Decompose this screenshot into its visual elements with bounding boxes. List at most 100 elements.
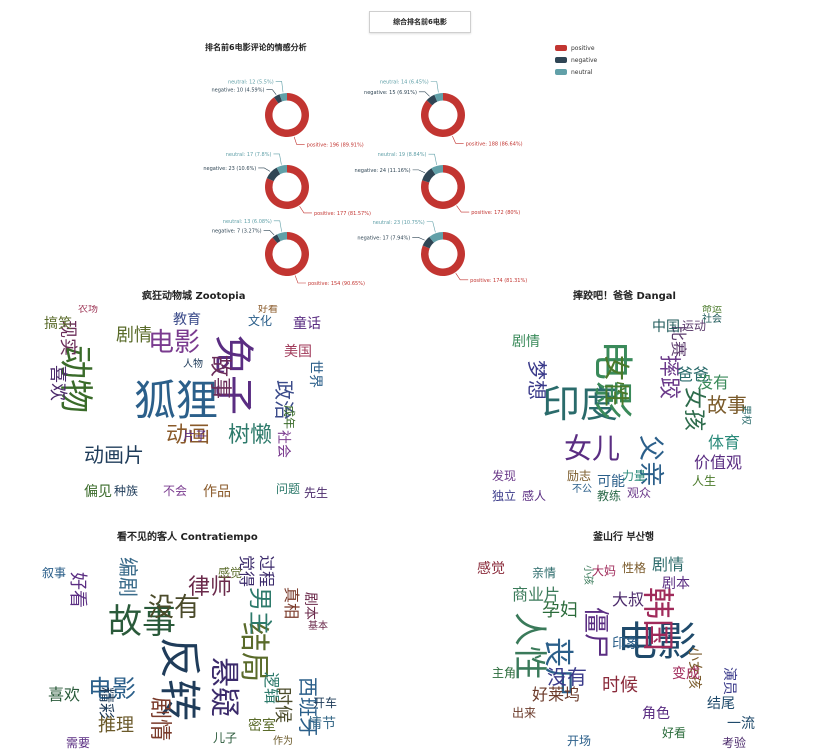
wordcloud-word: 偏见	[84, 484, 112, 500]
wordcloud-word: 搞笑	[44, 316, 72, 332]
wordcloud-word: 人物	[183, 359, 203, 370]
wordcloud-word: 主角	[492, 666, 517, 680]
wordcloud-word: 美国	[284, 344, 312, 360]
donut-4-slice-positive[interactable]	[264, 232, 309, 277]
wordcloud-word: 时候	[272, 687, 293, 723]
legend-label-negative: negative	[571, 56, 598, 64]
donut-3-label-negative: negative: 24 (11.16%)	[355, 168, 411, 174]
donut-3-slice-negative[interactable]	[422, 168, 436, 183]
wordcloud-word: 没有	[697, 373, 730, 392]
wordcloud-word: 不公	[572, 484, 592, 495]
legend-item-neutral[interactable]: neutral	[555, 66, 597, 78]
wordcloud-word: 电影	[148, 328, 201, 358]
wordcloud-word: 发现	[492, 469, 517, 483]
wordcloud-word: 一流	[727, 716, 755, 732]
legend-swatch-positive	[555, 45, 567, 51]
wordcloud-word: 真相	[282, 587, 301, 620]
donut-0-slice-negative[interactable]	[273, 94, 283, 104]
wordcloud-word: 树懒	[228, 423, 273, 448]
wordcloud-word: 需要	[66, 736, 91, 750]
donut-1-label-negative: negative: 15 (6.91%)	[364, 90, 417, 96]
wordcloud-word: 韩国	[639, 587, 677, 652]
donut-1-label-positive: positive: 188 (86.64%)	[466, 141, 523, 147]
sentiment-donut-chart: positive: 196 (89.91%) negative: 10 (4.59…	[203, 79, 527, 287]
wordcloud-word: 叙事	[42, 566, 67, 580]
sentiment-chart-title: 排名前6电影评论的情感分析	[205, 43, 307, 52]
wordcloud-word: 好看	[258, 305, 278, 315]
wordcloud-word: 男主	[246, 587, 274, 635]
wordcloud-word: 演员	[721, 667, 737, 695]
wordcloud-word: 问题	[276, 482, 301, 496]
wordcloud-word: 性格	[622, 561, 647, 575]
donut-1-leader-neutral	[430, 81, 439, 93]
donut-4-slice-negative[interactable]	[272, 234, 281, 244]
donut-2-leader-neutral	[273, 153, 282, 165]
donut-2-slice-neutral[interactable]	[276, 165, 287, 175]
wordcloud-word: 商业片	[512, 585, 561, 604]
donut-2-label-positive: positive: 177 (81.57%)	[314, 211, 371, 217]
wordcloud-word: 喜欢	[48, 685, 81, 704]
wordcloud-word: 角色	[642, 706, 670, 722]
legend-swatch-negative	[555, 57, 567, 63]
donut-3-leader-negative	[412, 169, 426, 174]
wordcloud-word: 精彩	[97, 687, 116, 720]
donut-0-slice-positive[interactable]	[265, 93, 309, 138]
wordcloud-word: 剧本	[302, 592, 318, 620]
wordcloud-word: 喜欢	[47, 365, 68, 401]
donut-2-label-neutral: neutral: 17 (7.8%)	[226, 152, 272, 158]
wordcloud-word: 小孩	[582, 565, 593, 585]
wordcloud-word: 片子	[183, 429, 208, 443]
wordcloud-word: 故事	[207, 355, 232, 400]
donut-3-leader-positive	[456, 205, 470, 213]
donut-5-label-negative: negative: 17 (7.94%)	[357, 235, 410, 241]
legend-label-neutral: neutral	[571, 68, 593, 76]
legend-item-negative[interactable]: negative	[555, 54, 597, 66]
donut-5-label-neutral: neutral: 23 (10.75%)	[373, 220, 425, 226]
donut-1-slice-negative[interactable]	[426, 94, 438, 106]
legend-item-positive[interactable]: positive	[555, 42, 597, 54]
wordcloud-busan: 丧尸 电影 人性 韩国 僵尸 孕妇 好莱坞 没有 时候 剧情 小女孩 大叔 印象 结尾 商业片 大妈 角色 好看出…	[472, 547, 787, 750]
wordcloud-word: 女孩	[681, 387, 706, 432]
donut-2-slice-negative[interactable]	[266, 167, 281, 182]
donut-3-slice-neutral[interactable]	[431, 165, 443, 175]
wordcloud-word: 开场	[567, 734, 592, 748]
donut-1-leader-negative	[418, 91, 430, 97]
donut-0-slice-neutral[interactable]	[279, 93, 287, 102]
donut-2-leader-positive	[299, 206, 312, 214]
wordcloud-word: 摔跤	[656, 355, 681, 400]
wordcloud-word: 社会	[702, 314, 722, 325]
donut-0-label-neutral: neutral: 12 (5.5%)	[228, 79, 274, 85]
wordcloud-word: 密室	[248, 718, 276, 734]
donut-2-slice-positive[interactable]	[265, 165, 310, 210]
donut-0-leader-neutral	[275, 81, 284, 93]
wordcloud-word: 运动	[682, 319, 707, 333]
wordcloud-word: 文化	[248, 314, 273, 328]
wordcloud-word: 力量	[622, 469, 647, 483]
donut-4-leader-positive	[294, 275, 306, 284]
wordcloud-word: 世界	[307, 360, 323, 388]
donut-5-slice-neutral[interactable]	[429, 232, 443, 243]
donut-5-slice-negative[interactable]	[422, 236, 434, 249]
wordcloud-word: 孕妇	[542, 600, 578, 621]
chart-tab-button[interactable]: 综合排名前6电影	[369, 11, 471, 33]
wordcloud-word: 不会	[163, 484, 188, 498]
wordcloud-word: 好看	[67, 572, 88, 608]
wordcloud-word: 僵尸	[580, 607, 610, 660]
wordcloud-word: 电影	[617, 619, 697, 665]
donut-4-slice-neutral[interactable]	[277, 232, 287, 242]
wordcloud-word: 女儿	[564, 432, 621, 465]
wordcloud-word: 故事	[108, 602, 176, 642]
donut-4-label-positive: positive: 154 (90.65%)	[308, 281, 365, 287]
wordcloud-word: 梦想	[525, 360, 549, 400]
wordcloud-word: 成年	[282, 405, 296, 430]
donut-5-slice-positive[interactable]	[421, 232, 465, 276]
wordcloud-word: 教育	[173, 312, 201, 328]
donut-1-slice-neutral[interactable]	[434, 93, 443, 102]
donut-3-slice-positive[interactable]	[420, 165, 465, 209]
wordcloud-word: 没有	[547, 665, 587, 689]
donut-1-slice-positive[interactable]	[421, 93, 465, 138]
donut-0-label-negative: negative: 10 (4.59%)	[212, 88, 265, 94]
wordcloud-word: 体育	[708, 433, 741, 452]
donut-1-label-neutral: neutral: 14 (6.45%)	[380, 80, 429, 86]
donut-5-label-positive: positive: 174 (81.31%)	[470, 278, 527, 284]
